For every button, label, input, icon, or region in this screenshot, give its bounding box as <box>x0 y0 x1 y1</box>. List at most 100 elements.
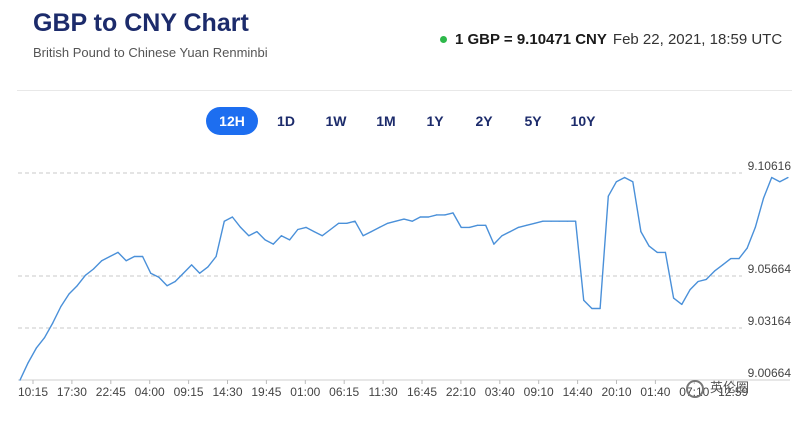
data-point <box>452 212 454 214</box>
data-point <box>787 176 789 179</box>
rate-value: 1 GBP = 9.10471 CNY <box>455 31 607 48</box>
data-point <box>599 307 601 310</box>
y-tick-label: 9.00664 <box>748 366 792 380</box>
y-tick-label: 9.10616 <box>748 159 792 173</box>
data-point <box>387 222 389 224</box>
range-button-5y[interactable]: 5Y <box>524 113 542 129</box>
data-point <box>338 222 340 224</box>
data-point <box>84 274 86 276</box>
data-point <box>272 243 274 245</box>
data-point <box>117 251 119 253</box>
data-point <box>558 220 560 222</box>
data-point <box>419 216 421 218</box>
data-point <box>240 226 242 228</box>
data-point <box>158 276 160 278</box>
data-point <box>19 379 21 381</box>
data-point <box>779 181 781 183</box>
x-tick-label: 06:15 <box>329 385 359 399</box>
data-point <box>615 181 618 183</box>
data-point <box>542 220 544 222</box>
data-point <box>403 218 405 220</box>
range-button-1w[interactable]: 1W <box>325 113 347 129</box>
x-tick-label: 09:15 <box>174 385 204 399</box>
data-point <box>697 280 699 283</box>
data-point <box>738 258 740 260</box>
data-point <box>436 214 438 216</box>
range-button-1d[interactable]: 1D <box>277 113 295 129</box>
data-point <box>664 251 667 253</box>
data-point <box>607 195 609 197</box>
y-tick-label: 9.05664 <box>748 262 792 276</box>
data-point <box>207 266 209 268</box>
data-point <box>354 220 356 222</box>
x-tick-label: 01:40 <box>640 385 670 399</box>
series-line <box>19 176 789 381</box>
data-point <box>460 226 462 228</box>
range-button-1m[interactable]: 1M <box>376 113 396 129</box>
data-point <box>575 220 577 222</box>
data-point <box>762 197 765 199</box>
data-point <box>142 255 144 258</box>
data-point <box>427 216 430 218</box>
data-point <box>730 258 732 260</box>
data-point <box>583 299 585 301</box>
data-point <box>509 231 511 233</box>
data-point <box>411 220 413 222</box>
x-tick-label: 10:15 <box>18 385 48 399</box>
data-point <box>689 289 691 291</box>
data-point <box>329 228 332 231</box>
range-button-10y[interactable]: 10Y <box>570 113 596 129</box>
data-point <box>476 224 479 226</box>
data-point <box>370 231 372 233</box>
data-point <box>754 226 756 228</box>
x-tick-label: 03:40 <box>485 385 515 399</box>
data-point <box>166 285 168 287</box>
data-point <box>305 226 307 228</box>
data-point <box>297 228 299 231</box>
data-point <box>313 231 315 233</box>
data-point <box>182 272 184 274</box>
data-point <box>101 260 103 262</box>
x-tick-label: 14:30 <box>212 385 242 399</box>
x-tick-label: 17:30 <box>57 385 87 399</box>
data-point <box>264 239 266 241</box>
data-point <box>550 220 552 222</box>
live-indicator-icon <box>440 35 447 43</box>
data-point <box>43 337 46 339</box>
data-point <box>713 270 716 272</box>
data-point <box>493 243 495 245</box>
data-point <box>60 305 62 308</box>
data-point <box>321 235 323 237</box>
data-point <box>174 280 176 283</box>
data-point <box>632 181 634 183</box>
data-point <box>517 226 520 228</box>
data-point <box>526 224 528 226</box>
data-point <box>648 245 650 247</box>
data-point <box>223 220 225 222</box>
chart-title: GBP to CNY Chart <box>33 9 249 37</box>
range-button-12h[interactable]: 12H <box>206 107 258 135</box>
data-point <box>215 255 217 258</box>
range-button-2y[interactable]: 2Y <box>475 113 493 129</box>
x-tick-label: 20:10 <box>601 385 631 399</box>
data-point <box>256 231 258 233</box>
data-point <box>501 235 503 237</box>
data-point <box>199 272 201 274</box>
range-selector: 12H 1D 1W 1M 1Y 2Y 5Y 10Y <box>206 107 609 135</box>
data-point <box>534 222 536 224</box>
data-point <box>566 220 569 222</box>
data-point <box>395 220 397 222</box>
data-point <box>76 285 78 287</box>
range-button-1y[interactable]: 1Y <box>426 113 444 129</box>
watermark: 英伦圈 <box>686 377 749 398</box>
data-point <box>125 260 127 262</box>
data-point <box>68 293 70 295</box>
wechat-logo-icon <box>686 379 704 398</box>
watermark-text: 英伦圈 <box>710 380 750 395</box>
data-point <box>771 176 773 179</box>
data-point <box>92 268 95 270</box>
data-point <box>346 222 348 224</box>
data-point <box>52 322 54 324</box>
data-point <box>378 226 381 228</box>
current-rate: 1 GBP = 9.10471 CNY Feb 22, 2021, 18:59 U… <box>440 31 782 48</box>
